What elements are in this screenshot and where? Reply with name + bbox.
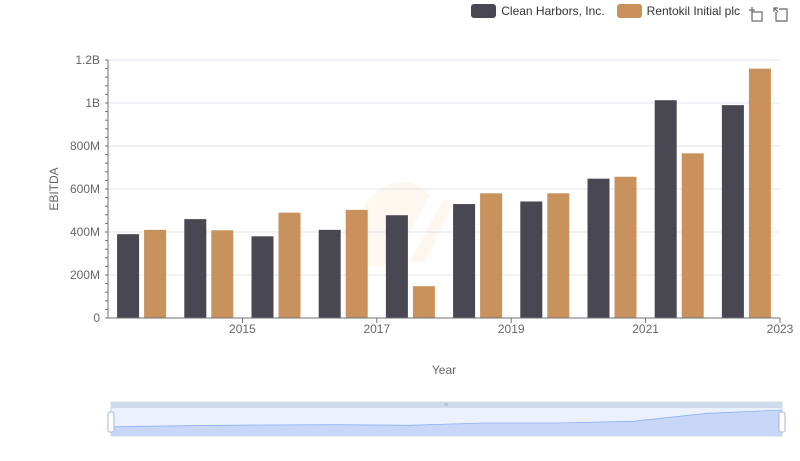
legend-swatch-clean-harbors: [471, 4, 497, 18]
grid-lines: [108, 59, 780, 276]
bar-rentokil-2019[interactable]: [480, 193, 503, 318]
bar-clean-harbors-2014[interactable]: [117, 234, 140, 318]
data-zoom-left-handle[interactable]: [107, 411, 115, 433]
legend-swatch-rentokil: [616, 4, 642, 18]
y-axis-title: EBITDA: [47, 167, 61, 210]
restore-icon[interactable]: [772, 6, 788, 22]
y-tick-label: 600M: [70, 182, 100, 196]
legend-label-clean-harbors: Clean Harbors, Inc.: [501, 4, 605, 18]
x-tick-label: 2015: [229, 322, 256, 336]
bar-clean-harbors-2022[interactable]: [654, 100, 677, 318]
data-zoom-preview-line: [110, 409, 783, 428]
data-zoom-slider[interactable]: ≡: [107, 401, 786, 437]
x-tick-label: 2019: [498, 322, 525, 336]
x-axis: 2015 2017 2019 2021 2023: [108, 317, 794, 336]
legend-item-clean-harbors[interactable]: Clean Harbors, Inc.: [471, 4, 605, 18]
y-axis: 0 200M 400M 600M 800M 1B 1.2B: [70, 53, 109, 325]
bar-clean-harbors-2017[interactable]: [318, 229, 341, 318]
data-zoom-selection[interactable]: [111, 408, 782, 436]
bar-clean-harbors-2021[interactable]: [587, 178, 610, 318]
legend-label-rentokil: Rentokil Initial plc: [646, 4, 740, 18]
bar-clean-harbors-2016[interactable]: [251, 236, 274, 318]
bar-clean-harbors-2023[interactable]: [721, 105, 744, 319]
x-tick-label: 2023: [767, 322, 794, 336]
bar-rentokil-2017[interactable]: [345, 209, 368, 318]
y-tick-label: 200M: [70, 268, 100, 282]
data-zoom-top-bar[interactable]: [111, 402, 782, 408]
data-zoom-preview-area: [111, 410, 782, 436]
x-tick-label: 2017: [363, 322, 390, 336]
bar-rentokil-2020[interactable]: [547, 193, 570, 318]
bar-rentokil-2023[interactable]: [748, 68, 771, 318]
bar-rentokil-2015[interactable]: [211, 230, 234, 318]
chart-toolbox: [748, 6, 788, 22]
bar-clean-harbors-2015[interactable]: [184, 219, 207, 318]
data-zoom-grip-icon[interactable]: ≡: [444, 402, 448, 409]
bar-clean-harbors-2019[interactable]: [453, 204, 476, 318]
y-tick-label: 800M: [70, 139, 100, 153]
y-tick-label: 0: [93, 311, 100, 325]
bar-clean-harbors-2020[interactable]: [520, 201, 543, 318]
chart-legend: Clean Harbors, Inc. Rentokil Initial plc: [471, 4, 740, 18]
bar-rentokil-2014[interactable]: [144, 229, 167, 318]
bar-rentokil-2021[interactable]: [614, 176, 637, 318]
data-zoom-right-handle[interactable]: [778, 411, 786, 433]
bar-rentokil-2016[interactable]: [278, 212, 301, 318]
bar-rentokil-2018[interactable]: [412, 286, 435, 318]
legend-item-rentokil[interactable]: Rentokil Initial plc: [616, 4, 740, 18]
x-tick-label: 2021: [632, 322, 659, 336]
x-axis-title: Year: [432, 363, 456, 377]
y-tick-label: 1B: [85, 96, 100, 110]
bar-clean-harbors-2018[interactable]: [385, 215, 408, 318]
bar-rentokil-2022[interactable]: [681, 153, 704, 318]
y-tick-label: 1.2B: [75, 53, 100, 67]
bars-group: [117, 68, 771, 319]
zoom-select-icon[interactable]: [748, 6, 764, 22]
y-tick-label: 400M: [70, 225, 100, 239]
